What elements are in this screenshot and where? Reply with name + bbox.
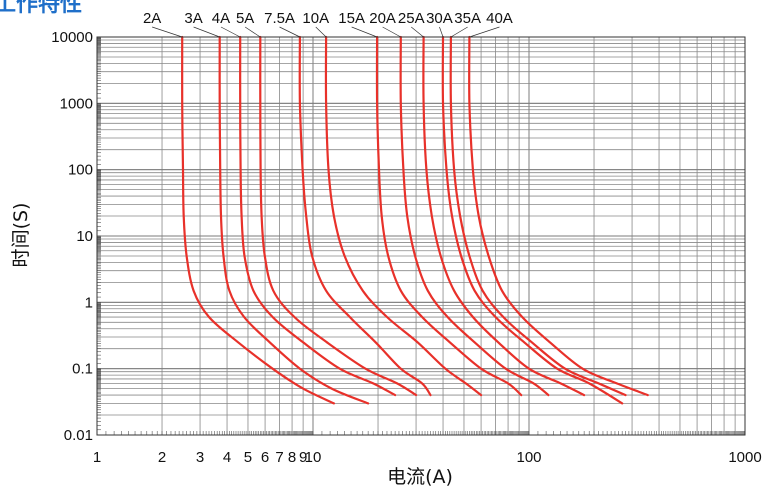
x-tick-label: 100 xyxy=(516,449,541,466)
series-label-7.5A: 7.5A xyxy=(264,10,295,27)
series-leader-40A xyxy=(469,26,500,38)
series-leader-lines xyxy=(152,26,500,38)
y-tick-label: 100 xyxy=(68,162,93,179)
series-curve-40A xyxy=(468,35,649,397)
series-label-15A: 15A xyxy=(338,10,365,27)
y-axis-label: 时间(S) xyxy=(10,203,32,268)
series-leader-30A xyxy=(439,26,444,38)
grid-lines xyxy=(97,37,745,435)
series-leader-5A xyxy=(244,26,261,38)
series-labels: 2A 3A 4A 5A 7.5A 10A 15A 20A 25A 30A 35A 40A xyxy=(143,10,513,27)
series-curve-35A xyxy=(449,35,627,397)
series-label-5A: 5A xyxy=(236,10,254,27)
y-tick-label: 1 xyxy=(85,294,93,311)
x-tick-label: 7 xyxy=(275,449,283,466)
y-tick-label: 1000 xyxy=(60,95,93,112)
series-curve-5A xyxy=(259,35,418,397)
x-tick-label: 1000 xyxy=(728,449,761,466)
x-tick-label: 5 xyxy=(244,449,252,466)
series-leader-2A xyxy=(152,26,183,38)
series-leader-3A xyxy=(193,26,220,38)
y-tick-label: 10 xyxy=(76,228,93,245)
series-leader-25A xyxy=(411,26,424,38)
plot-frame xyxy=(96,36,746,436)
curve-series-group xyxy=(181,35,649,405)
series-leader-15A xyxy=(351,26,378,38)
x-tick-label: 9 xyxy=(299,449,307,466)
minor-ticks xyxy=(96,37,745,436)
series-label-3A: 3A xyxy=(184,10,202,27)
series-curve-15A xyxy=(375,35,523,397)
x-tick-label: 6 xyxy=(261,449,269,466)
series-curve-7.5A xyxy=(298,35,432,397)
series-label-25A: 25A xyxy=(398,10,425,27)
series-label-10A: 10A xyxy=(302,10,329,27)
series-label-4A: 4A xyxy=(212,10,230,27)
x-tick-label: 8 xyxy=(288,449,296,466)
series-curve-25A xyxy=(422,35,586,397)
y-tick-labels: 0.01 0.1 1 10 100 1000 10000 xyxy=(51,29,93,444)
series-leader-10A xyxy=(315,26,327,38)
x-tick-label: 2 xyxy=(158,449,166,466)
x-tick-labels: 1 2 3 4 5 6 7 8 910 100 1000 xyxy=(93,449,762,466)
series-curve-30A xyxy=(441,35,624,405)
series-label-40A: 40A xyxy=(486,10,513,27)
y-tick-label: 10000 xyxy=(51,29,93,46)
y-tick-label: 0.01 xyxy=(64,427,93,444)
series-curve-3A xyxy=(218,35,370,405)
x-tick-label: 3 xyxy=(196,449,204,466)
series-label-2A: 2A xyxy=(143,10,161,27)
series-leader-20A xyxy=(382,26,401,38)
series-leader-7.5A xyxy=(279,26,301,38)
series-label-20A: 20A xyxy=(369,10,396,27)
series-label-35A: 35A xyxy=(454,10,481,27)
series-curve-4A xyxy=(239,35,397,397)
series-label-30A: 30A xyxy=(426,10,453,27)
series-curve-2A xyxy=(181,35,335,405)
x-axis-label: 电流(A) xyxy=(387,466,453,488)
page-title-clipped: 工作特性 xyxy=(0,0,83,17)
x-tick-label: 4 xyxy=(223,449,231,466)
y-tick-label: 0.1 xyxy=(72,361,93,378)
series-leader-4A xyxy=(220,26,241,38)
series-leader-35A xyxy=(450,26,468,38)
x-tick-label: 10 xyxy=(305,449,322,466)
x-tick-label: 1 xyxy=(93,449,101,466)
series-curve-10A xyxy=(324,35,483,397)
series-curve-20A xyxy=(399,35,550,397)
